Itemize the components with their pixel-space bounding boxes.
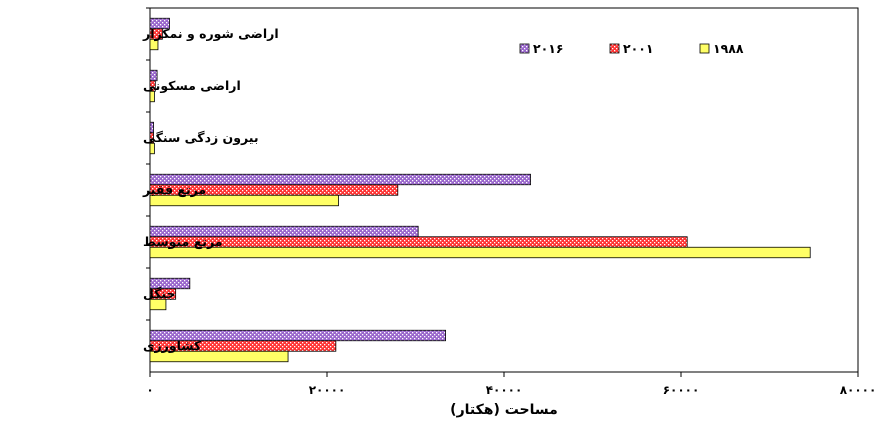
bar <box>149 350 289 363</box>
bar <box>149 173 531 186</box>
bar <box>149 38 159 51</box>
category-label: بیرون زدگی سنگی <box>143 130 259 145</box>
category-label: مرتع متوسط <box>143 234 222 249</box>
bar <box>149 142 155 155</box>
bar <box>149 236 688 248</box>
x-tick-label: ۲۰۰۰۰ <box>309 383 346 397</box>
bar <box>149 194 339 207</box>
bar <box>149 90 155 103</box>
x-tick-label: ۸۰۰۰۰ <box>840 383 877 397</box>
x-tick-label: ۴۰۰۰۰ <box>486 383 523 397</box>
x-tick-label: ۶۰۰۰۰ <box>663 383 700 397</box>
category-label: اراضی شوره و نمکزار <box>142 26 279 41</box>
x-tick-label: ۰ <box>146 383 153 397</box>
category-label: مرتع فقیر <box>142 182 206 197</box>
x-axis-title: مساحت (هکتار) <box>450 402 558 418</box>
legend-swatch <box>519 43 530 54</box>
category-label: اراضی مسکونی <box>143 78 241 93</box>
legend-label: ۱۹۸۸ <box>713 41 744 56</box>
legend-label: ۲۰۱۶ <box>533 41 564 56</box>
bar <box>149 246 811 259</box>
legend-swatch <box>609 43 620 54</box>
category-label: جنگل <box>143 286 176 301</box>
bar <box>149 298 167 311</box>
category-label: کشاورزی <box>143 338 202 353</box>
legend-label: ۲۰۰۱ <box>623 41 654 56</box>
legend-swatch <box>699 43 710 54</box>
